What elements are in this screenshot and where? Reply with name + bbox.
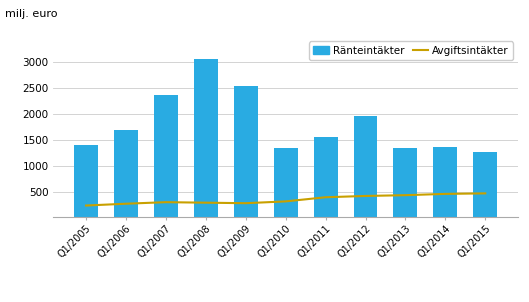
Bar	[74, 145, 98, 217]
Bar	[234, 86, 258, 217]
Bar	[394, 148, 417, 217]
Bar	[314, 137, 338, 217]
Bar	[273, 148, 298, 217]
Bar	[473, 152, 497, 217]
Bar	[154, 95, 178, 217]
Bar	[194, 59, 218, 217]
Bar	[433, 146, 458, 217]
Bar	[114, 130, 138, 217]
Legend: Ränteintäkter, Avgiftsintäkter: Ränteintäkter, Avgiftsintäkter	[309, 41, 513, 60]
Bar	[353, 116, 378, 217]
Text: milj. euro: milj. euro	[5, 9, 58, 19]
